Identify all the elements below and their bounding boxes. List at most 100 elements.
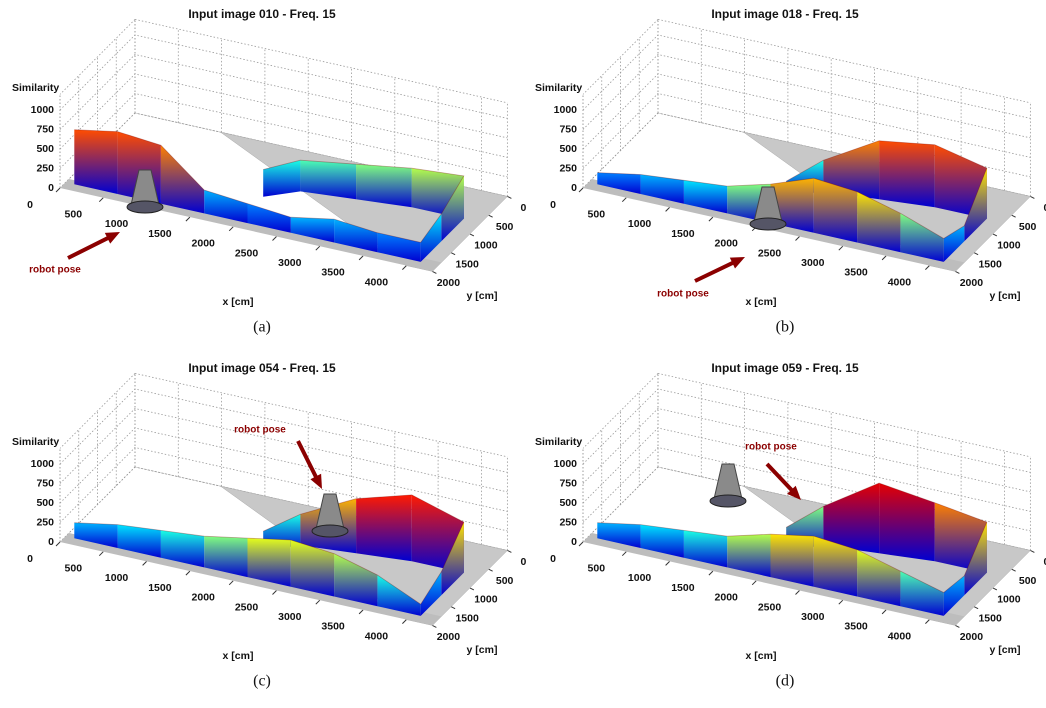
surface-patch [356, 494, 412, 562]
surface-patch [943, 575, 965, 616]
surface-patch [943, 225, 965, 262]
tick-mark [432, 270, 437, 274]
tick-mark [488, 214, 493, 218]
surface-patch [441, 175, 464, 242]
x-tick-label: 3500 [321, 621, 345, 633]
annotation-arrow [694, 258, 739, 283]
x-tick-label: 0 [27, 553, 33, 565]
x-tick-label: 3000 [278, 257, 302, 269]
annotation: robot pose [745, 442, 797, 453]
z-tick-label: 1000 [31, 458, 55, 470]
surface-ridge [74, 494, 465, 605]
grid-line [582, 408, 1031, 493]
z-tick-label: 0 [571, 536, 577, 548]
surface-ridge [74, 129, 465, 243]
x-tick-label: 2000 [715, 238, 739, 250]
arrow-head [104, 232, 120, 244]
x-tick-label: 500 [65, 208, 83, 220]
panel: 0 250 500 750 1000 0 500 1000 1500 2000 2500 3000 35… [12, 7, 526, 336]
tick-mark [402, 619, 407, 624]
x-tick-label: 1500 [671, 582, 695, 594]
z-tick-label: 750 [559, 477, 577, 489]
annotation-arrow [765, 462, 797, 496]
tick-mark [507, 549, 512, 553]
axis-box [582, 19, 659, 95]
y-tick-label: 1500 [978, 258, 1002, 270]
tick-mark [665, 207, 670, 212]
y-tick-label: 500 [496, 221, 514, 233]
y-tick-label: 1000 [474, 594, 498, 606]
y-axis-label: y [cm] [467, 290, 498, 302]
grid-line [59, 408, 508, 493]
surface-patch [420, 214, 442, 262]
tick-mark [1030, 549, 1035, 553]
tick-mark [315, 599, 321, 605]
y-tick-label: 500 [496, 575, 514, 587]
z-tick-label: 500 [36, 143, 54, 155]
arrow-head [310, 473, 322, 489]
axis-box [657, 19, 1031, 104]
x-tick-label: 500 [65, 562, 83, 574]
tick-mark [358, 255, 364, 261]
surface-patch [117, 524, 161, 558]
robot-base [126, 200, 164, 214]
x-tick-label: 3000 [801, 257, 825, 269]
surface-patch [247, 538, 291, 587]
tick-mark [185, 216, 191, 222]
tick-mark [315, 245, 321, 251]
z-tick-label: 750 [36, 477, 54, 489]
x-tick-label: 1000 [628, 218, 652, 230]
y-tick-label: 1500 [455, 258, 479, 270]
surface-patch [857, 549, 901, 607]
tick-mark [578, 541, 584, 547]
tick-mark [98, 197, 104, 203]
surface-patch [934, 144, 987, 219]
axis-box [657, 112, 1031, 197]
x-axis-label: x [cm] [746, 650, 777, 662]
z-tick-label: 750 [559, 123, 577, 135]
x-tick-label: 3500 [844, 621, 868, 633]
axis-box [59, 373, 136, 449]
tick-mark [955, 624, 960, 628]
tick-mark [1030, 195, 1035, 199]
surface-ridge [597, 140, 988, 239]
x-tick-label: 2500 [235, 601, 259, 613]
tick-mark [450, 252, 456, 256]
surface-patch [334, 219, 378, 253]
surface-patch [640, 524, 684, 558]
tick-mark [795, 590, 800, 595]
surface-patch [964, 522, 987, 596]
tick-mark [142, 561, 147, 566]
surface-patch [770, 534, 814, 587]
x-tick-label: 500 [588, 562, 606, 574]
surface-patch [290, 217, 335, 243]
z-tick-label: 1000 [31, 104, 55, 116]
robot-icon [713, 463, 743, 500]
surface-patch [879, 140, 935, 208]
tick-mark [925, 265, 930, 270]
z-tick-label: 500 [559, 143, 577, 155]
surface-patch [204, 190, 248, 224]
tick-mark [1011, 568, 1016, 572]
tick-mark [795, 236, 800, 241]
x-tick-label: 3000 [278, 611, 302, 623]
x-tick-label: 1500 [148, 582, 172, 594]
caption: (b) [776, 319, 795, 336]
tick-mark [708, 216, 714, 222]
robot-base [709, 494, 747, 508]
surface-patch [683, 180, 728, 214]
tick-mark [507, 195, 512, 199]
y-tick-label: 500 [1019, 575, 1037, 587]
z-axis-label: Similarity [535, 436, 582, 448]
x-tick-label: 0 [27, 199, 33, 211]
axis-box [582, 373, 659, 449]
x-tick-label: 500 [588, 208, 606, 220]
y-tick-label: 0 [1043, 202, 1046, 214]
axis-box [134, 373, 508, 458]
chart-title: Input image 054 - Freq. 15 [188, 361, 336, 375]
surface-patch [900, 571, 944, 616]
surface-patch [74, 129, 118, 194]
axis-box [134, 19, 508, 104]
annotation: robot pose [234, 425, 286, 436]
